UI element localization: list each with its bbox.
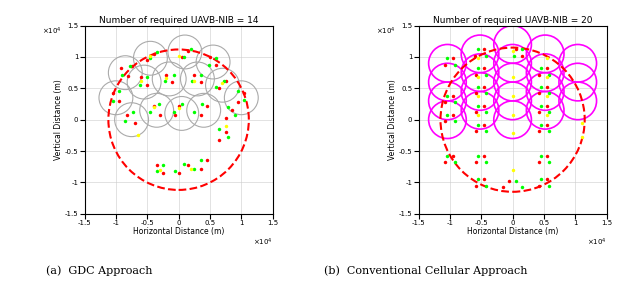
Text: (b)  Conventional Cellular Approach: (b) Conventional Cellular Approach xyxy=(324,265,527,276)
Title: Number of required UAVB-NIB = 20: Number of required UAVB-NIB = 20 xyxy=(433,16,593,25)
Text: $\times10^4$: $\times10^4$ xyxy=(376,26,396,37)
Text: $\times10^4$: $\times10^4$ xyxy=(42,26,62,37)
Y-axis label: Vertical Distance (m): Vertical Distance (m) xyxy=(54,79,63,160)
X-axis label: Horizontal Distance (m): Horizontal Distance (m) xyxy=(133,227,224,236)
Text: $\times10^4$: $\times10^4$ xyxy=(253,236,273,248)
Title: Number of required UAVB-NIB = 14: Number of required UAVB-NIB = 14 xyxy=(99,16,259,25)
Text: (a)  GDC Approach: (a) GDC Approach xyxy=(46,265,152,276)
X-axis label: Horizontal Distance (m): Horizontal Distance (m) xyxy=(467,227,558,236)
Text: $\times10^4$: $\times10^4$ xyxy=(587,236,607,248)
Y-axis label: Vertical Distance (m): Vertical Distance (m) xyxy=(388,79,397,160)
